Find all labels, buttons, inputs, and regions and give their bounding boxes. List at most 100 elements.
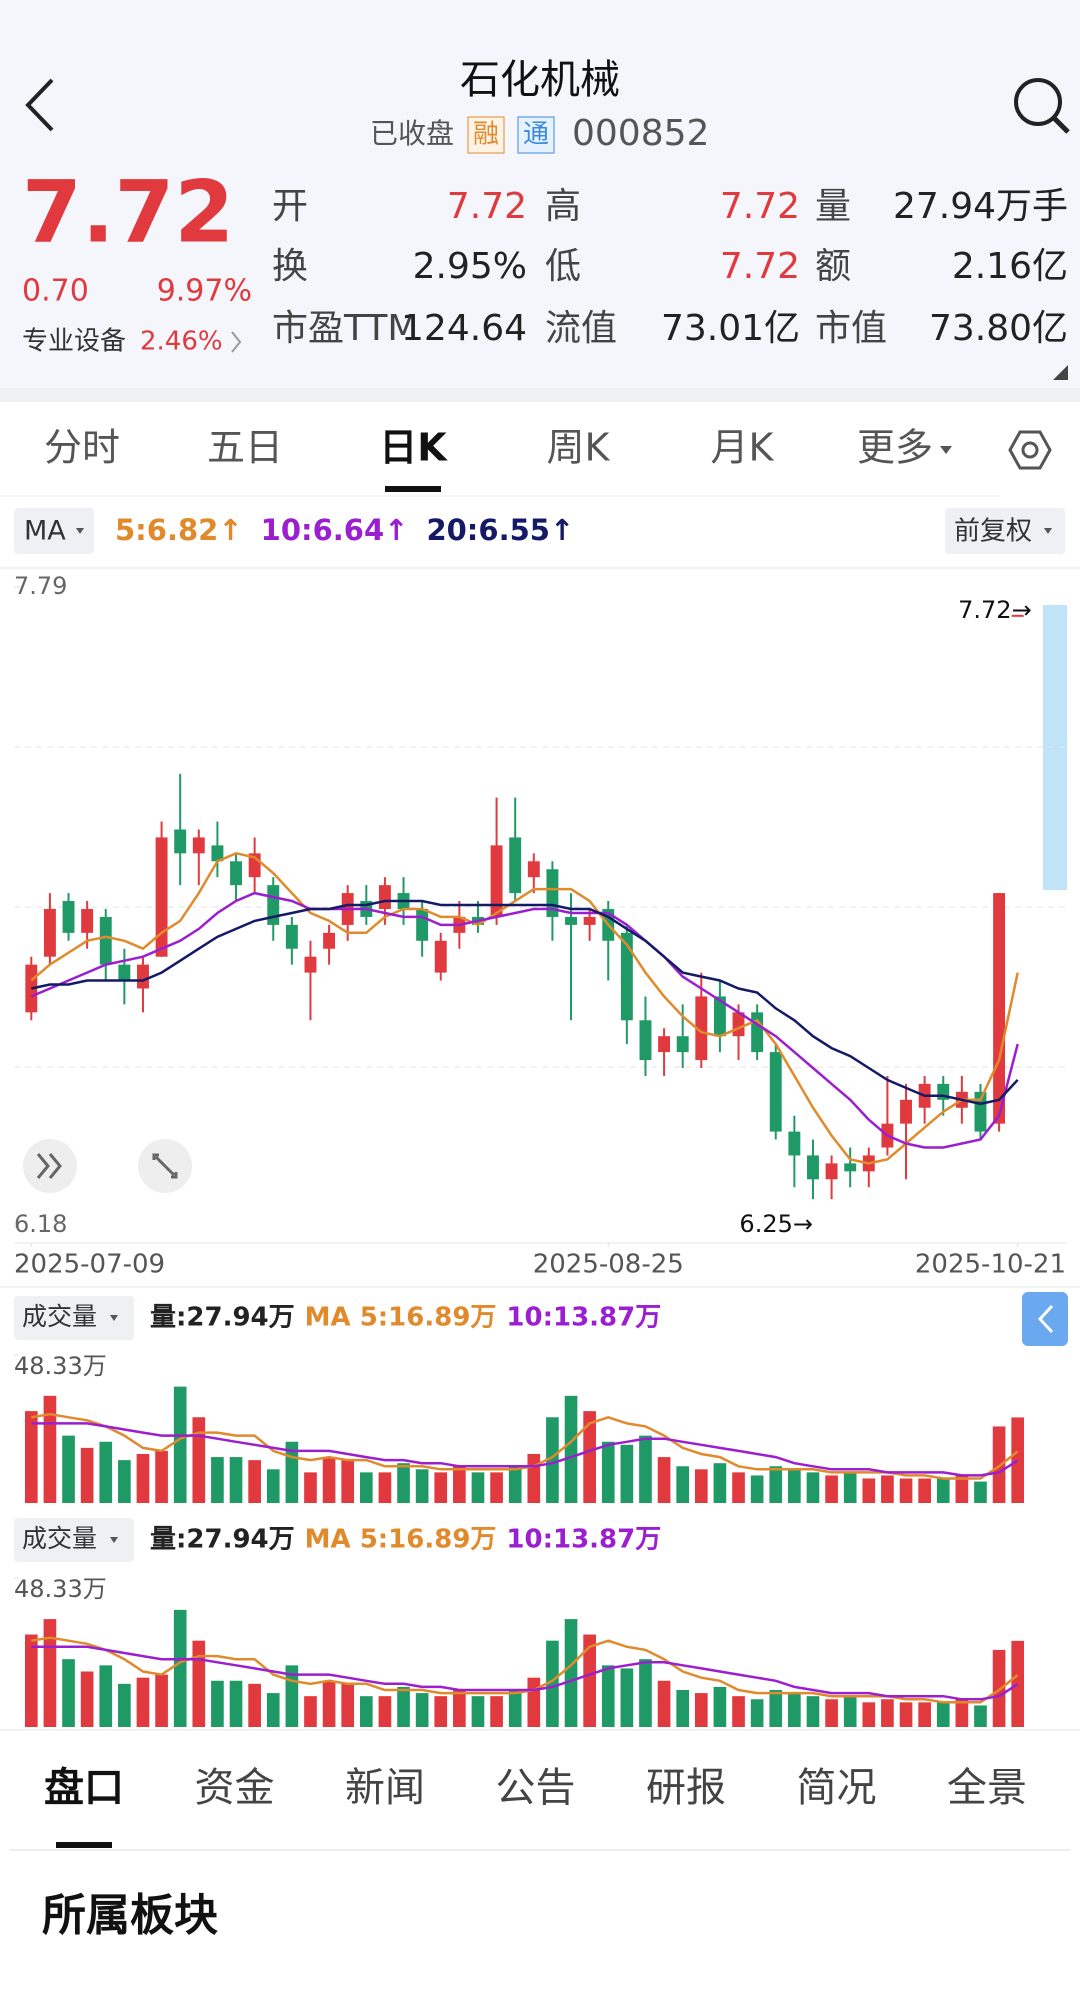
volume-bar bbox=[881, 1699, 894, 1727]
volume-bar bbox=[471, 1696, 485, 1727]
bottom-tab[interactable]: 资金 bbox=[195, 1765, 275, 1811]
candle-body bbox=[248, 853, 261, 878]
caret bbox=[1044, 528, 1052, 534]
volume-legend: 量:27.94万 bbox=[150, 1525, 295, 1555]
candle-body bbox=[285, 924, 298, 949]
volume-bar bbox=[806, 1472, 820, 1503]
volume-bar bbox=[322, 1680, 336, 1727]
volume-bar bbox=[918, 1478, 931, 1503]
expand-button[interactable] bbox=[138, 1139, 192, 1193]
volume-bar bbox=[397, 1463, 410, 1503]
x-tick-label: 2025-07-09 bbox=[14, 1250, 165, 1280]
stat-label: 市值 bbox=[815, 308, 887, 349]
side-tab[interactable] bbox=[1022, 1292, 1068, 1346]
stat-label: 市盈TTM bbox=[272, 308, 418, 349]
x-tick-label: 2025-10-21 bbox=[915, 1250, 1066, 1280]
volume-legend: MA 5:16.89万 bbox=[305, 1525, 497, 1555]
volume-bar bbox=[862, 1702, 876, 1727]
bottom-tab[interactable]: 简况 bbox=[797, 1765, 877, 1811]
volume-bar bbox=[825, 1475, 838, 1503]
volume-bar bbox=[955, 1475, 969, 1503]
volume-bar bbox=[304, 1696, 317, 1727]
volume-bar bbox=[62, 1435, 75, 1503]
bottom-tab[interactable]: 盘口 bbox=[44, 1765, 124, 1811]
candle-body bbox=[378, 885, 391, 909]
tab[interactable]: 日K bbox=[379, 426, 448, 470]
candle-body bbox=[304, 956, 317, 973]
chevron bbox=[231, 331, 242, 353]
volume-bar bbox=[527, 1677, 541, 1727]
stat-value: 7.72 bbox=[447, 186, 527, 227]
candle-body bbox=[807, 1155, 819, 1180]
x-tick-label: 2025-08-25 bbox=[533, 1250, 684, 1280]
volume-bar bbox=[546, 1417, 559, 1503]
adjust-selector[interactable]: 前复权 bbox=[954, 517, 1032, 547]
bottom-tab[interactable]: 研报 bbox=[646, 1765, 726, 1811]
stat-value: 73.80亿 bbox=[929, 308, 1068, 349]
volume-bar bbox=[211, 1680, 224, 1727]
section-title: 所属板块 bbox=[42, 1890, 218, 1941]
annotation: 7.72→ bbox=[958, 596, 1032, 624]
candle-body bbox=[99, 916, 112, 965]
volume-bar bbox=[378, 1472, 392, 1503]
volume-bar bbox=[527, 1454, 541, 1503]
volume-bar bbox=[471, 1472, 485, 1503]
volume-bar bbox=[639, 1435, 652, 1503]
volume-bar bbox=[899, 1702, 913, 1727]
volume-bar bbox=[694, 1469, 708, 1503]
candle-body bbox=[769, 1052, 782, 1132]
volume-bar bbox=[508, 1690, 522, 1727]
candle-body bbox=[583, 916, 596, 925]
badge-bg bbox=[467, 116, 505, 154]
tab[interactable]: 周K bbox=[547, 426, 611, 470]
stat-label: 换 bbox=[272, 246, 308, 287]
tab-indicator bbox=[56, 1842, 112, 1848]
y-tick-label: 7.79 bbox=[14, 572, 67, 600]
volume-bar bbox=[192, 1640, 206, 1727]
candle-body bbox=[993, 893, 1006, 1124]
volume-bar bbox=[843, 1696, 857, 1727]
volume-bar bbox=[136, 1677, 150, 1727]
volume-bar bbox=[508, 1466, 522, 1503]
bottom-tab[interactable]: 新闻 bbox=[345, 1765, 425, 1811]
volume-bar bbox=[173, 1386, 187, 1503]
caret bbox=[940, 446, 952, 454]
sector-pct: 2.46% bbox=[140, 327, 223, 357]
ma-legend: 20:6.55↑ bbox=[426, 513, 574, 547]
back-button[interactable] bbox=[25, 78, 54, 132]
candle-body bbox=[713, 996, 726, 1037]
bottom-tab[interactable]: 公告 bbox=[496, 1765, 576, 1811]
volume-bar bbox=[490, 1472, 503, 1503]
candle-body bbox=[527, 861, 540, 878]
price: 7.72 bbox=[22, 162, 234, 262]
tab[interactable]: 五日 bbox=[207, 426, 283, 470]
selector-bg bbox=[14, 1296, 134, 1340]
volume-selector[interactable]: 成交量 bbox=[22, 1302, 97, 1331]
volume-bar bbox=[583, 1411, 596, 1503]
tab[interactable]: 更多 bbox=[857, 426, 933, 470]
volume-bar bbox=[881, 1475, 894, 1503]
volume-bar bbox=[43, 1395, 57, 1503]
volume-bar bbox=[490, 1696, 503, 1727]
volume-bar bbox=[322, 1457, 336, 1503]
stat-value: 27.94万手 bbox=[893, 186, 1068, 227]
volume-selector[interactable]: 成交量 bbox=[22, 1524, 97, 1553]
candle-body bbox=[565, 916, 577, 925]
volume-bar bbox=[341, 1460, 355, 1503]
tab[interactable]: 月K bbox=[711, 426, 775, 470]
search-button[interactable] bbox=[1014, 78, 1070, 134]
candle-body bbox=[174, 829, 187, 854]
settings-button[interactable] bbox=[1008, 430, 1052, 470]
annotation: 6.25→ bbox=[739, 1210, 813, 1238]
volume-bar bbox=[415, 1469, 429, 1503]
volume-bar bbox=[99, 1441, 113, 1503]
volume-bar bbox=[359, 1472, 373, 1503]
volume-bar bbox=[936, 1478, 950, 1503]
tab[interactable]: 分时 bbox=[44, 426, 120, 470]
candle-body bbox=[230, 861, 242, 886]
candle-body bbox=[788, 1131, 801, 1156]
candle-body bbox=[155, 837, 168, 957]
play-button[interactable] bbox=[23, 1139, 77, 1193]
indicator-selector[interactable]: MA bbox=[24, 516, 66, 547]
bottom-tab[interactable]: 全景 bbox=[947, 1765, 1027, 1811]
